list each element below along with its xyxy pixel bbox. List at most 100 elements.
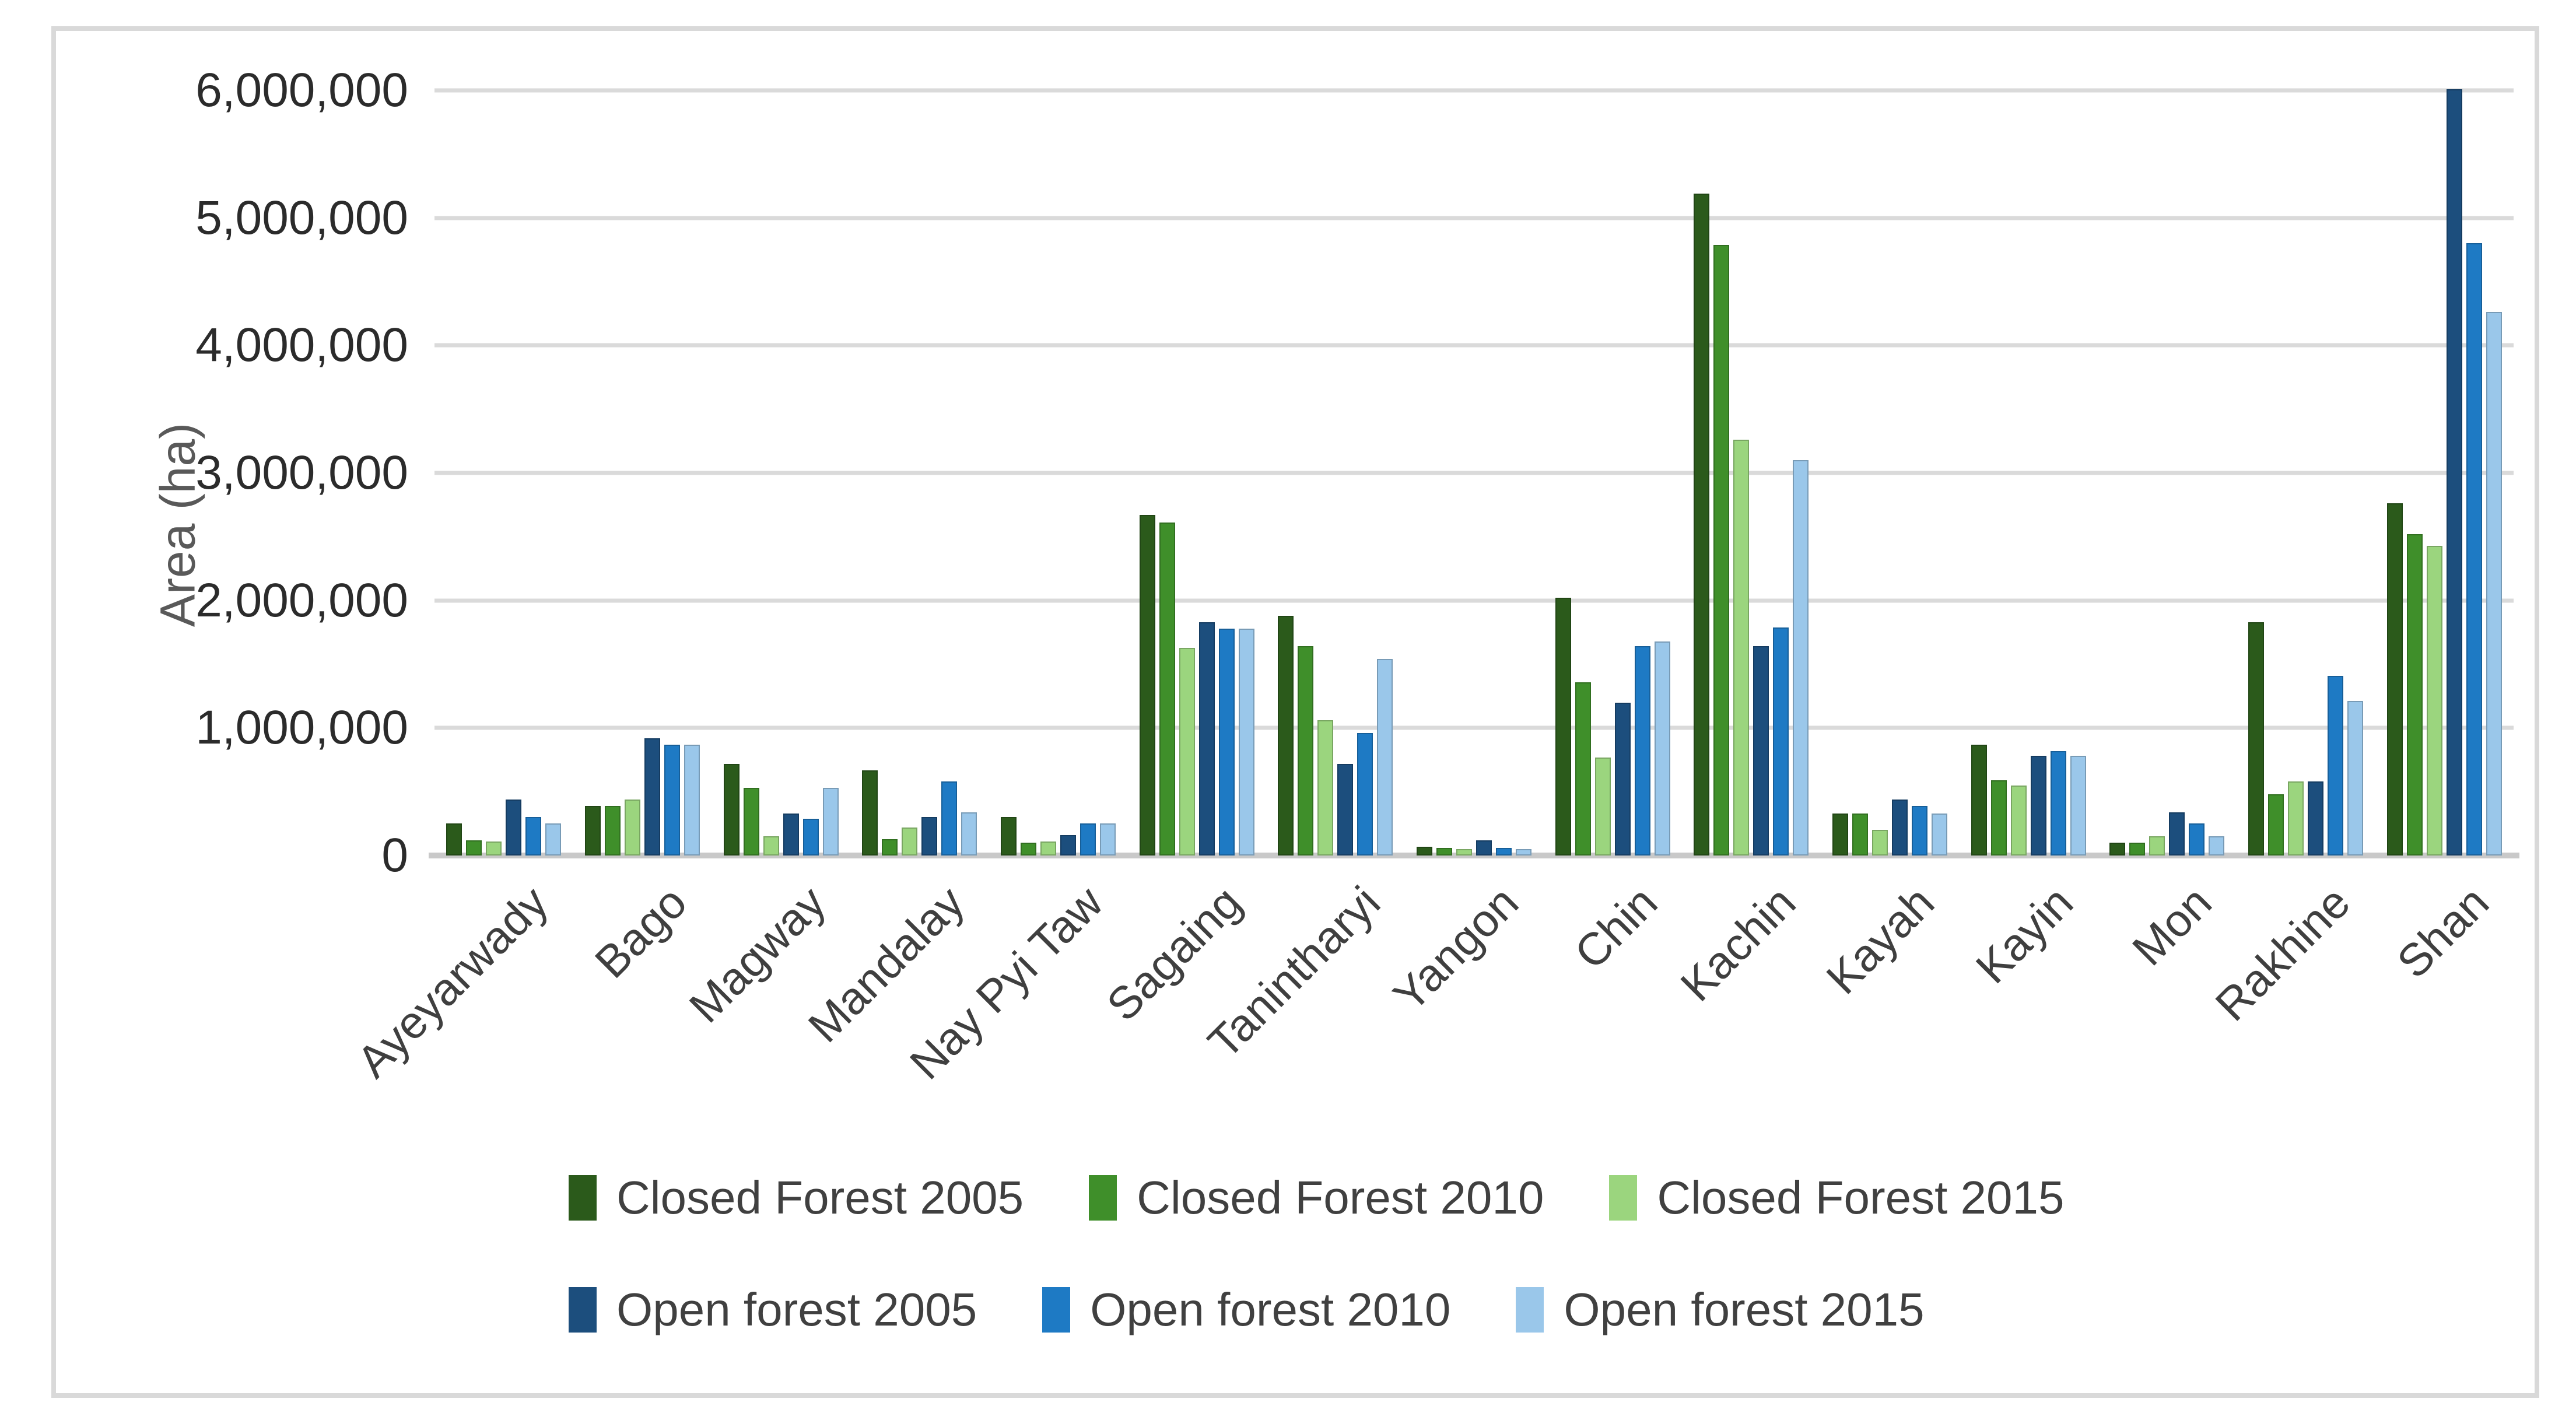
gridline	[434, 88, 2514, 93]
bar-open-forest-2010-bago	[664, 744, 680, 856]
legend-label: Open forest 2005	[616, 1284, 977, 1335]
bar-open-forest-2010-chin	[1634, 646, 1650, 856]
bar-closed-forest-2005-kachin	[1694, 194, 1710, 856]
bar-open-forest-2010-mon	[2189, 823, 2205, 856]
bar-open-forest-2005-bago	[644, 738, 660, 856]
bar-closed-forest-2005-nay-pyi-taw	[1001, 817, 1017, 856]
bar-closed-forest-2005-bago	[585, 805, 601, 856]
bar-group-mon	[2098, 90, 2237, 856]
gridline	[434, 343, 2514, 348]
bar-closed-forest-2010-kayah	[1852, 813, 1869, 856]
bar-group-tanintharyi	[1266, 90, 1405, 856]
bar-closed-forest-2010-kayin	[1990, 780, 2007, 856]
bar-open-forest-2015-tanintharyi	[1377, 659, 1393, 856]
bar-open-forest-2010-shan	[2466, 243, 2482, 856]
bar-open-forest-2010-rakhine	[2328, 675, 2344, 856]
bar-closed-forest-2010-rakhine	[2268, 794, 2284, 856]
bar-closed-forest-2005-chin	[1555, 598, 1571, 856]
bar-open-forest-2010-kayah	[1912, 805, 1928, 856]
bar-closed-forest-2005-sagaing	[1139, 515, 1155, 856]
bar-group-kachin	[1682, 90, 1821, 856]
bar-open-forest-2005-kayin	[2030, 756, 2046, 856]
bar-group-yangon	[1405, 90, 1544, 856]
legend-item-closed-forest-2005: Closed Forest 2005	[569, 1171, 1024, 1225]
bar-open-forest-2005-chin	[1614, 702, 1631, 856]
bar-closed-forest-2015-kayah	[1872, 830, 1888, 856]
bar-closed-forest-2015-bago	[625, 799, 640, 856]
legend-label: Open forest 2015	[1564, 1284, 1925, 1335]
bar-open-forest-2005-mandalay	[921, 817, 938, 856]
gridline	[434, 471, 2514, 475]
bar-open-forest-2010-nay-pyi-taw	[1080, 823, 1096, 856]
y-axis-tick-label: 1,000,000	[195, 701, 408, 755]
bar-closed-forest-2005-magway	[723, 763, 739, 856]
bar-open-forest-2010-kayin	[2050, 751, 2066, 856]
bar-open-forest-2010-magway	[802, 818, 819, 856]
legend-swatch-icon	[1516, 1287, 1544, 1333]
legend-item-open-forest-2015: Open forest 2015	[1516, 1283, 1925, 1337]
bar-closed-forest-2010-sagaing	[1159, 523, 1175, 856]
bar-group-nay-pyi-taw	[989, 90, 1128, 856]
bar-closed-forest-2005-shan	[2386, 503, 2403, 856]
bar-closed-forest-2010-shan	[2406, 534, 2423, 856]
bar-groups	[434, 89, 2514, 856]
bar-open-forest-2005-sagaing	[1198, 622, 1215, 856]
bar-closed-forest-2015-ayeyarwady	[486, 841, 502, 856]
bar-closed-forest-2010-mon	[2129, 843, 2146, 856]
bar-open-forest-2015-shan	[2486, 312, 2502, 856]
legend-swatch-icon	[1042, 1287, 1071, 1333]
bar-open-forest-2015-bago	[684, 744, 700, 856]
legend-item-open-forest-2005: Open forest 2005	[569, 1283, 977, 1337]
bar-closed-forest-2010-ayeyarwady	[466, 840, 482, 856]
bar-closed-forest-2005-yangon	[1417, 846, 1433, 856]
bar-group-kayin	[1959, 90, 2098, 856]
bar-open-forest-2015-chin	[1654, 641, 1670, 856]
bar-group-ayeyarwady	[434, 90, 573, 856]
bar-open-forest-2005-kachin	[1753, 646, 1769, 856]
bar-group-mandalay	[850, 90, 989, 856]
legend-swatch-icon	[569, 1175, 597, 1221]
bar-open-forest-2005-mon	[2169, 812, 2185, 856]
bar-closed-forest-2015-magway	[763, 836, 779, 856]
bar-open-forest-2010-yangon	[1496, 847, 1512, 856]
x-axis-line	[429, 853, 2519, 858]
legend-label: Closed Forest 2015	[1657, 1172, 2065, 1223]
plot-area	[429, 88, 2519, 858]
bar-open-forest-2010-ayeyarwady	[525, 817, 542, 856]
bar-open-forest-2010-kachin	[1773, 627, 1789, 856]
bar-closed-forest-2010-nay-pyi-taw	[1021, 843, 1037, 856]
legend: Closed Forest 2005 Closed Forest 2010 Clos…	[569, 1171, 2065, 1337]
bar-open-forest-2005-magway	[783, 813, 799, 856]
bar-open-forest-2015-mon	[2209, 836, 2225, 856]
y-axis-tick-label: 0	[381, 829, 408, 882]
legend-swatch-icon	[1089, 1175, 1117, 1221]
bar-open-forest-2010-mandalay	[941, 781, 958, 856]
bar-open-forest-2005-nay-pyi-taw	[1060, 835, 1077, 856]
legend-label: Open forest 2010	[1090, 1284, 1451, 1335]
bar-closed-forest-2010-bago	[605, 805, 621, 856]
figure-border	[51, 26, 2539, 1398]
gridline	[434, 725, 2514, 730]
y-axis-tick-label: 3,000,000	[195, 446, 408, 499]
bar-closed-forest-2010-yangon	[1436, 847, 1453, 856]
y-axis-tick-label: 4,000,000	[195, 318, 408, 372]
bar-closed-forest-2015-chin	[1594, 757, 1611, 856]
bar-closed-forest-2005-rakhine	[2248, 622, 2265, 856]
bar-open-forest-2010-sagaing	[1218, 628, 1235, 856]
bar-closed-forest-2010-tanintharyi	[1298, 646, 1314, 856]
legend-label: Closed Forest 2010	[1137, 1172, 1544, 1223]
bar-open-forest-2005-yangon	[1476, 840, 1492, 856]
legend-row: Closed Forest 2005 Closed Forest 2010 Clos…	[569, 1171, 2065, 1225]
bar-closed-forest-2010-mandalay	[882, 839, 898, 856]
bar-closed-forest-2015-sagaing	[1179, 647, 1195, 856]
bar-open-forest-2015-nay-pyi-taw	[1100, 823, 1116, 856]
bar-group-shan	[2375, 89, 2514, 856]
legend-item-closed-forest-2015: Closed Forest 2015	[1609, 1171, 2065, 1225]
bar-open-forest-2015-sagaing	[1238, 628, 1254, 856]
bar-closed-forest-2015-shan	[2426, 545, 2442, 856]
bar-closed-forest-2005-tanintharyi	[1278, 615, 1294, 856]
bar-open-forest-2015-magway	[822, 788, 839, 856]
bar-closed-forest-2010-chin	[1575, 682, 1591, 856]
bar-open-forest-2010-tanintharyi	[1357, 733, 1373, 856]
